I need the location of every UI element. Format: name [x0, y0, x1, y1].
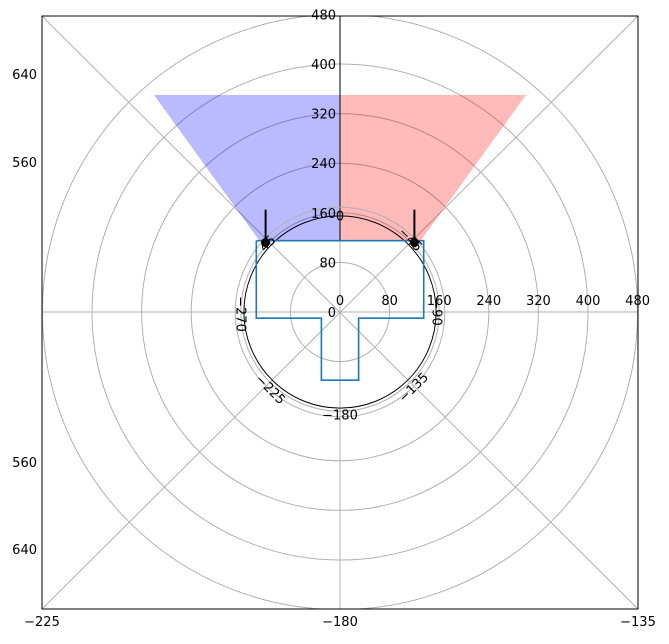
inner-circle	[243, 215, 437, 409]
left-tick-label: 560	[12, 456, 37, 471]
inner-circle-outer-ring	[234, 206, 446, 418]
blue-region	[154, 95, 340, 241]
bottom-tick-label: −180	[322, 615, 358, 630]
bottom-tick-label: −135	[620, 615, 656, 630]
angle-label: −90	[429, 298, 444, 325]
angle-label: −180	[322, 409, 358, 424]
radial-tick-label: 160	[427, 294, 452, 309]
radial-tick-label: 80	[319, 256, 336, 271]
bottom-tick-label: −225	[24, 615, 60, 630]
angle-label: −135	[396, 370, 432, 406]
plot-area	[42, 16, 638, 609]
grid-line-diagonal	[42, 16, 638, 609]
left-tick-label: 640	[12, 543, 37, 558]
left-tick-label: 560	[12, 156, 37, 171]
angle-label: 0	[336, 210, 344, 225]
radial-tick-label: 0	[336, 294, 344, 309]
radial-tick-label: 240	[311, 157, 336, 172]
radial-tick-label: 320	[526, 294, 551, 309]
plot-frame	[41, 15, 639, 610]
left-tick-label: 640	[12, 68, 37, 83]
angle-label: −270	[233, 296, 248, 332]
radial-tick-label: 240	[476, 294, 501, 309]
radial-tick-label: 160	[311, 207, 336, 222]
radial-tick-label: 320	[311, 108, 336, 123]
radial-tick-label: 80	[381, 294, 398, 309]
radial-tick-label: 400	[576, 294, 601, 309]
marker-point	[409, 238, 419, 248]
marker-point	[261, 238, 271, 248]
red-region	[340, 95, 526, 241]
radial-tick-label: 0	[328, 306, 336, 321]
radial-tick-label: 400	[311, 58, 336, 73]
outline-shape	[255, 239, 425, 382]
